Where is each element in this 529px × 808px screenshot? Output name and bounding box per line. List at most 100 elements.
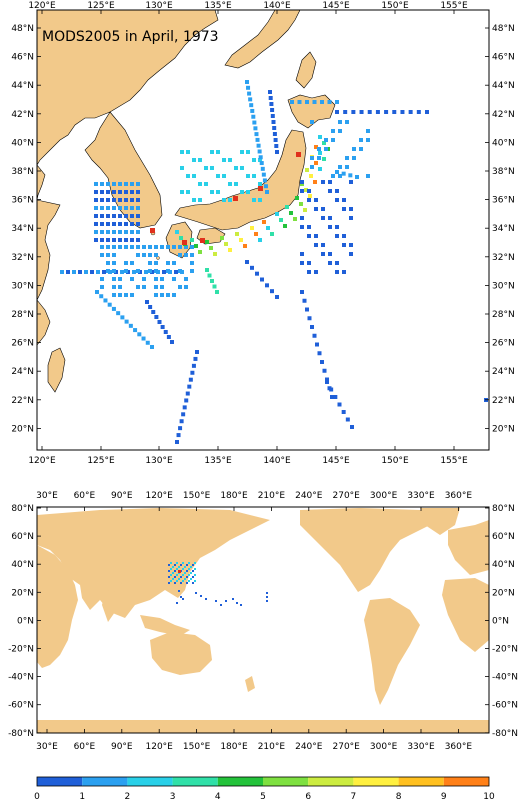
observation-cell: [204, 166, 208, 170]
global-observation-cell: [190, 566, 192, 568]
lat-label-left: 26°N: [11, 339, 34, 349]
observation-cell: [257, 149, 262, 154]
observation-cell: [142, 245, 146, 249]
global-lon-label-top: 210°E: [258, 491, 286, 501]
observation-cell: [136, 182, 140, 186]
observation-cell: [112, 245, 116, 249]
observation-cell: [254, 232, 258, 236]
global-observation-cell: [195, 592, 197, 594]
global-lat-label-right: 60°N: [492, 532, 515, 542]
observation-cell: [314, 145, 318, 149]
global-observation-cell: [174, 564, 176, 566]
observation-cell: [296, 152, 301, 157]
observation-cell: [349, 180, 353, 184]
observation-cell: [355, 175, 359, 179]
colorbar-segment: [82, 777, 128, 786]
observation-cell: [96, 270, 100, 274]
colorbar-label: 3: [170, 792, 176, 802]
global-observation-cell: [188, 580, 190, 582]
observation-cell: [100, 277, 104, 281]
global-lat-label-right: -20°N: [492, 645, 518, 655]
global-observation-cell: [192, 564, 194, 566]
global-map: 30°E 30°E 60°E 60°E 90°E 90°E 120°E 120°E 150°E 1…: [8, 491, 518, 752]
global-observation-cell: [190, 572, 192, 574]
global-lat-label-left: 0°N: [17, 616, 34, 626]
global-observation-cell: [178, 590, 180, 592]
observation-cell: [181, 412, 186, 417]
observation-cell: [106, 182, 110, 186]
observation-cell: [335, 225, 339, 229]
observation-cell: [207, 273, 212, 278]
colorbar-label: 1: [79, 792, 85, 802]
colorbar-segment: [127, 777, 173, 786]
global-observation-cells: [168, 562, 268, 606]
observation-cell: [352, 156, 356, 160]
observation-cell: [124, 319, 129, 324]
global-lon-label-top: 360°E: [445, 491, 473, 501]
colorbar-segment: [443, 777, 489, 786]
observation-cell: [174, 270, 178, 274]
global-observation-cell: [236, 602, 238, 604]
global-observation-cell: [168, 576, 170, 578]
observation-cell: [216, 174, 220, 178]
observation-cell: [262, 178, 267, 183]
observation-cell: [314, 234, 318, 238]
observation-cell: [136, 190, 140, 194]
observation-cell: [215, 290, 219, 294]
observation-cell: [124, 182, 128, 186]
observation-cell: [148, 269, 152, 273]
observation-cell: [172, 245, 176, 249]
global-observation-cell: [188, 562, 190, 564]
global-lon-label-top: 60°E: [74, 491, 96, 501]
observation-cell: [106, 253, 110, 257]
observation-cell: [392, 110, 397, 114]
observation-cell: [234, 166, 238, 170]
observation-cell: [166, 293, 170, 297]
observation-cell: [313, 180, 317, 184]
observation-cell: [335, 100, 339, 104]
observation-cell: [300, 189, 304, 193]
observation-cell: [205, 268, 209, 272]
observation-cell: [263, 184, 268, 189]
observation-cell: [160, 285, 164, 289]
observation-cell: [195, 350, 199, 354]
observation-cell: [182, 240, 187, 245]
global-lon-label-top: 270°E: [333, 491, 361, 501]
global-observation-cell: [168, 570, 170, 572]
lon-label-bottom: 135°E: [204, 456, 232, 466]
observation-cell: [151, 310, 156, 314]
observation-cell: [352, 147, 356, 151]
lat-label-right: 26°N: [492, 339, 515, 349]
global-lat-label-left: -80°N: [8, 729, 34, 739]
observation-cell: [145, 300, 149, 304]
observation-cell: [268, 96, 273, 100]
observation-cell: [178, 426, 183, 431]
observation-cell: [342, 198, 346, 202]
observation-cell: [320, 100, 324, 104]
observation-cell: [190, 370, 195, 375]
global-lon-label-bottom: 270°E: [333, 742, 361, 752]
observation-cell: [210, 166, 214, 170]
observation-cell: [322, 157, 326, 161]
observation-cell: [275, 150, 279, 154]
observation-cell: [178, 285, 182, 289]
lon-label-top: 150°E: [381, 1, 409, 11]
observation-cell: [102, 270, 106, 274]
observation-cell: [349, 243, 353, 247]
observation-cell: [233, 196, 238, 201]
global-lon-label-bottom: 330°E: [407, 742, 435, 752]
observation-cell: [160, 245, 164, 249]
global-observation-cell: [176, 580, 178, 582]
colorbar-frame: [36, 776, 490, 787]
observation-cell: [258, 238, 262, 242]
observation-cell: [184, 245, 188, 249]
global-observation-cell: [200, 595, 202, 597]
global-lat-label-left: 20°N: [11, 588, 34, 598]
global-observation-cell: [266, 600, 268, 602]
observation-cell: [307, 270, 311, 274]
lat-label-left: 42°N: [11, 110, 34, 120]
global-lat-label-right: -60°N: [492, 701, 518, 711]
observation-cell: [256, 143, 261, 148]
observation-cell: [314, 243, 318, 247]
